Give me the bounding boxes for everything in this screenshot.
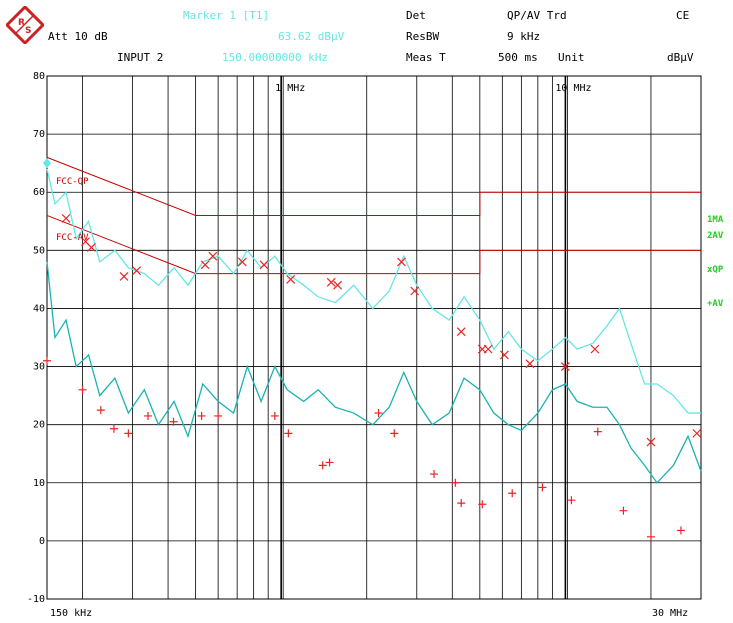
y-tick-label: 10 bbox=[33, 478, 45, 489]
av-marker bbox=[508, 489, 517, 498]
av-marker bbox=[457, 499, 466, 508]
qp-marker bbox=[646, 437, 656, 447]
qp-marker bbox=[692, 428, 702, 438]
av-marker bbox=[169, 417, 178, 426]
av-marker bbox=[318, 461, 327, 470]
av-marker bbox=[390, 429, 399, 438]
av-marker bbox=[538, 483, 547, 492]
av-marker bbox=[325, 458, 334, 467]
meas-time-label: Meas T bbox=[406, 51, 446, 64]
resbw-value: 9 kHz bbox=[507, 30, 541, 43]
trace-label: xQP bbox=[707, 265, 724, 275]
qp-marker bbox=[483, 344, 493, 354]
qp-marker bbox=[326, 277, 336, 287]
meas-time-value: 500 ms bbox=[498, 51, 538, 64]
qp-marker bbox=[286, 274, 296, 284]
qp-marker bbox=[200, 260, 210, 270]
detector-label: Det bbox=[406, 9, 426, 22]
trace-line bbox=[46, 261, 702, 484]
input-label: INPUT 2 bbox=[117, 51, 164, 64]
qp-marker bbox=[410, 286, 420, 296]
x-tick-label: 150 kHz bbox=[50, 608, 92, 619]
qp-marker bbox=[397, 257, 406, 267]
qp-marker bbox=[525, 359, 535, 369]
av-marker bbox=[374, 409, 383, 418]
av-marker bbox=[619, 506, 628, 515]
rohde-schwarz-logo-icon: R S bbox=[6, 6, 44, 44]
traces bbox=[43, 158, 702, 484]
chart-grid bbox=[46, 75, 702, 600]
av-marker bbox=[96, 406, 105, 415]
svg-text:S: S bbox=[25, 26, 31, 36]
y-tick-label: 0 bbox=[39, 536, 45, 547]
marker-title: Marker 1 [T1] bbox=[183, 9, 270, 22]
qp-marker bbox=[132, 266, 142, 276]
y-tick-label: 80 bbox=[33, 71, 45, 82]
svg-text:R: R bbox=[18, 18, 25, 28]
trace-label: 2AV bbox=[707, 231, 724, 241]
av-marker bbox=[144, 411, 153, 420]
qp-marker bbox=[119, 272, 129, 281]
x-axis-tick-labels: 150 kHz 1 MHz 10 MHz 30 MHz bbox=[50, 83, 688, 619]
limit-lines bbox=[46, 156, 701, 275]
av-marker bbox=[124, 429, 133, 438]
y-tick-label: 40 bbox=[33, 303, 45, 314]
qp-marker bbox=[560, 362, 570, 371]
av-marker bbox=[593, 427, 602, 436]
qp-marker bbox=[237, 257, 247, 267]
qp-marker bbox=[208, 251, 218, 261]
y-tick-label: 70 bbox=[33, 129, 45, 140]
x-tick-label: 10 MHz bbox=[555, 83, 591, 94]
unit-label: Unit bbox=[558, 51, 585, 64]
y-tick-label: 30 bbox=[33, 362, 45, 373]
qp-marker bbox=[590, 344, 600, 354]
qp-marker bbox=[259, 260, 269, 270]
trace-line bbox=[46, 168, 701, 414]
qp-marker bbox=[333, 280, 343, 290]
av-marker bbox=[270, 411, 279, 420]
av-marker bbox=[197, 411, 206, 420]
annotation-fcc-qp: FCC-QP bbox=[56, 177, 89, 187]
qp-marker bbox=[499, 350, 509, 360]
av-marker bbox=[78, 385, 87, 394]
unit-value: dBµV bbox=[667, 51, 694, 64]
attenuation-label: Att 10 dB bbox=[48, 30, 108, 43]
av-marker bbox=[451, 478, 460, 487]
x-tick-label: 30 MHz bbox=[652, 608, 688, 619]
marker-value: 63.62 dBµV bbox=[278, 30, 345, 43]
trace-label: +AV bbox=[707, 299, 724, 309]
ce-label: CE bbox=[676, 9, 690, 22]
y-tick-label: -10 bbox=[27, 594, 45, 605]
av-marker bbox=[284, 429, 293, 438]
qp-marker bbox=[456, 327, 466, 337]
resbw-label: ResBW bbox=[406, 30, 440, 43]
qp-marker bbox=[87, 243, 96, 252]
av-marker bbox=[478, 500, 487, 509]
av-marker bbox=[109, 424, 118, 433]
y-tick-label: 50 bbox=[33, 245, 45, 256]
detector-value: QP/AV Trd bbox=[507, 9, 567, 22]
y-tick-label: 60 bbox=[33, 187, 45, 198]
av-marker bbox=[646, 532, 655, 541]
qp-marker bbox=[61, 213, 71, 223]
av-marker bbox=[676, 526, 685, 535]
trace-labels: 1MA 2AV xQP +AV bbox=[707, 215, 724, 309]
marker-freq: 150.00000000 kHz bbox=[222, 51, 328, 64]
av-marker bbox=[430, 470, 439, 479]
x-tick-label: 1 MHz bbox=[275, 83, 305, 94]
markers bbox=[43, 213, 702, 541]
limit-line bbox=[46, 215, 701, 275]
annotation-fcc-av: FCC-AV bbox=[56, 233, 89, 243]
y-tick-label: 20 bbox=[33, 420, 45, 431]
trace-label: 1MA bbox=[707, 215, 724, 225]
marker-1-diamond bbox=[43, 158, 51, 169]
y-axis-tick-labels: -10 0 10 20 30 40 50 60 70 80 bbox=[27, 71, 45, 605]
limit-line bbox=[46, 156, 701, 216]
plot-frame bbox=[46, 75, 702, 600]
av-marker bbox=[567, 496, 576, 505]
av-marker bbox=[43, 356, 51, 365]
av-marker bbox=[214, 411, 223, 420]
annotations: FCC-QP FCC-AV bbox=[56, 177, 89, 243]
